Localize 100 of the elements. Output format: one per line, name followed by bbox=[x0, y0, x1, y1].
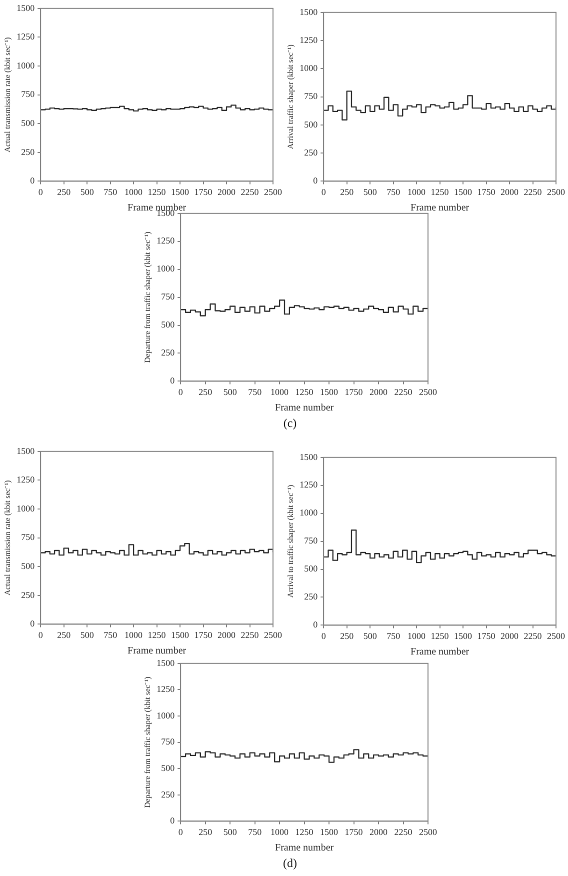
x-tick-label: 2250 bbox=[394, 386, 413, 397]
y-axis-title: Arrival traffic shaper (kbit sec⁻¹) bbox=[286, 44, 295, 150]
y-tick-label: 500 bbox=[161, 762, 176, 773]
y-tick-label: 1500 bbox=[16, 2, 36, 13]
y-tick-label: 1500 bbox=[300, 452, 318, 462]
x-tick-label: 1000 bbox=[270, 386, 290, 397]
x-tick-label: 2000 bbox=[370, 826, 388, 837]
x-tick-label: 1500 bbox=[320, 826, 339, 837]
x-tick-label: 250 bbox=[198, 826, 213, 837]
x-tick-label: 750 bbox=[386, 630, 401, 641]
x-tick-label: 1000 bbox=[270, 826, 290, 837]
x-tick-label: 1250 bbox=[430, 630, 450, 641]
x-tick-label: 1750 bbox=[477, 186, 496, 197]
x-tick-label: 2500 bbox=[419, 826, 438, 837]
x-tick-label: 1000 bbox=[408, 630, 426, 641]
y-axis-title: Departure from traffic shaper (kbit sec⁻¹) bbox=[142, 231, 152, 363]
x-tick-label: 1250 bbox=[148, 630, 166, 640]
x-tick-label: 1500 bbox=[454, 630, 473, 641]
y-tick-label: 1000 bbox=[300, 63, 318, 74]
y-tick-label: 500 bbox=[21, 118, 36, 128]
x-tick-label: 250 bbox=[57, 630, 72, 640]
x-tick-label: 1750 bbox=[477, 630, 496, 641]
y-tick-label: 1250 bbox=[300, 34, 318, 45]
y-tick-label: 0 bbox=[170, 376, 176, 386]
x-tick-label: 250 bbox=[340, 186, 354, 197]
y-tick-label: 250 bbox=[161, 789, 176, 800]
x-tick-label: 500 bbox=[80, 630, 94, 640]
y-tick-label: 750 bbox=[21, 532, 36, 542]
x-tick-label: 750 bbox=[248, 386, 262, 397]
x-axis-title: Frame number bbox=[410, 202, 470, 214]
x-tick-label: 1500 bbox=[320, 386, 339, 397]
y-tick-label: 750 bbox=[161, 292, 176, 302]
y-tick-label: 1000 bbox=[156, 710, 176, 720]
y-axis-title: Actual transmission rate (kbit sec⁻¹) bbox=[2, 36, 12, 152]
x-tick-label: 1500 bbox=[454, 186, 473, 197]
y-tick-label: 0 bbox=[30, 618, 36, 629]
x-tick-label: 0 bbox=[38, 186, 44, 197]
x-tick-label: 1250 bbox=[148, 186, 166, 197]
y-tick-label: 1500 bbox=[300, 6, 318, 17]
y-tick-label: 750 bbox=[21, 89, 36, 100]
text: (c) bbox=[282, 416, 298, 431]
y-tick-label: 750 bbox=[161, 736, 176, 747]
y-axis-title: Actual transmission rate (kbit sec⁻¹) bbox=[2, 480, 12, 596]
y-tick-label: 0 bbox=[313, 176, 318, 186]
x-tick-label: 250 bbox=[340, 630, 354, 641]
x-tick-label: 2500 bbox=[264, 186, 282, 197]
x-tick-label: 2500 bbox=[419, 386, 438, 397]
x-tick-label: 2250 bbox=[524, 630, 542, 641]
y-tick-label: 1500 bbox=[156, 658, 176, 668]
x-tick-label: 500 bbox=[80, 186, 94, 197]
x-axis-title: Frame number bbox=[275, 402, 334, 414]
x-tick-label: 1250 bbox=[430, 186, 450, 197]
y-tick-label: 500 bbox=[304, 564, 318, 574]
y-tick-label: 0 bbox=[30, 176, 36, 186]
y-tick-label: 1500 bbox=[16, 446, 36, 456]
x-tick-label: 1750 bbox=[194, 186, 213, 197]
y-tick-label: 1250 bbox=[16, 32, 36, 42]
x-axis-title: Frame number bbox=[128, 646, 187, 657]
x-tick-label: 2250 bbox=[524, 186, 542, 197]
x-tick-label: 750 bbox=[248, 826, 262, 837]
y-tick-label: 500 bbox=[304, 119, 318, 130]
y-tick-label: 250 bbox=[21, 590, 36, 600]
x-tick-label: 1000 bbox=[408, 186, 426, 197]
x-axis-title: Frame number bbox=[275, 842, 334, 854]
y-tick-label: 1250 bbox=[156, 236, 176, 246]
y-axis-title: Departure from traffic shaper (kbit sec⁻¹) bbox=[142, 676, 152, 808]
x-tick-label: 500 bbox=[363, 630, 378, 641]
x-tick-label: 1750 bbox=[344, 826, 364, 837]
x-tick-label: 750 bbox=[104, 630, 118, 640]
x-tick-label: 250 bbox=[57, 186, 72, 197]
y-tick-label: 0 bbox=[170, 816, 176, 826]
x-tick-label: 500 bbox=[363, 186, 378, 197]
y-tick-label: 1000 bbox=[156, 264, 176, 274]
x-axis-title: Frame number bbox=[410, 646, 470, 658]
x-tick-label: 2250 bbox=[240, 630, 260, 640]
x-tick-label: 250 bbox=[198, 386, 213, 397]
x-tick-label: 500 bbox=[223, 826, 238, 837]
y-tick-label: 1000 bbox=[300, 508, 318, 518]
y-tick-label: 750 bbox=[304, 91, 318, 102]
x-tick-label: 750 bbox=[386, 186, 401, 197]
x-tick-label: 2250 bbox=[394, 826, 413, 837]
x-tick-label: 0 bbox=[321, 186, 326, 197]
x-tick-label: 2000 bbox=[370, 386, 388, 397]
y-tick-label: 1000 bbox=[16, 60, 36, 70]
x-tick-label: 0 bbox=[178, 826, 184, 837]
x-tick-label: 1750 bbox=[344, 386, 364, 397]
x-tick-label: 2500 bbox=[264, 630, 282, 640]
x-tick-label: 2000 bbox=[500, 186, 520, 197]
y-tick-label: 750 bbox=[304, 536, 318, 546]
x-tick-label: 2000 bbox=[218, 630, 236, 640]
x-tick-label: 500 bbox=[223, 386, 238, 397]
x-tick-label: 0 bbox=[178, 386, 184, 397]
x-tick-label: 0 bbox=[321, 630, 326, 641]
y-tick-label: 0 bbox=[313, 620, 318, 630]
x-tick-label: 1000 bbox=[124, 630, 144, 640]
x-tick-label: 750 bbox=[104, 186, 118, 197]
y-axis-title: Arrival to traffic shaper (kbit sec⁻¹) bbox=[286, 484, 295, 598]
y-tick-label: 500 bbox=[21, 560, 36, 571]
y-tick-label: 250 bbox=[304, 592, 318, 602]
x-tick-label: 2500 bbox=[547, 186, 566, 197]
